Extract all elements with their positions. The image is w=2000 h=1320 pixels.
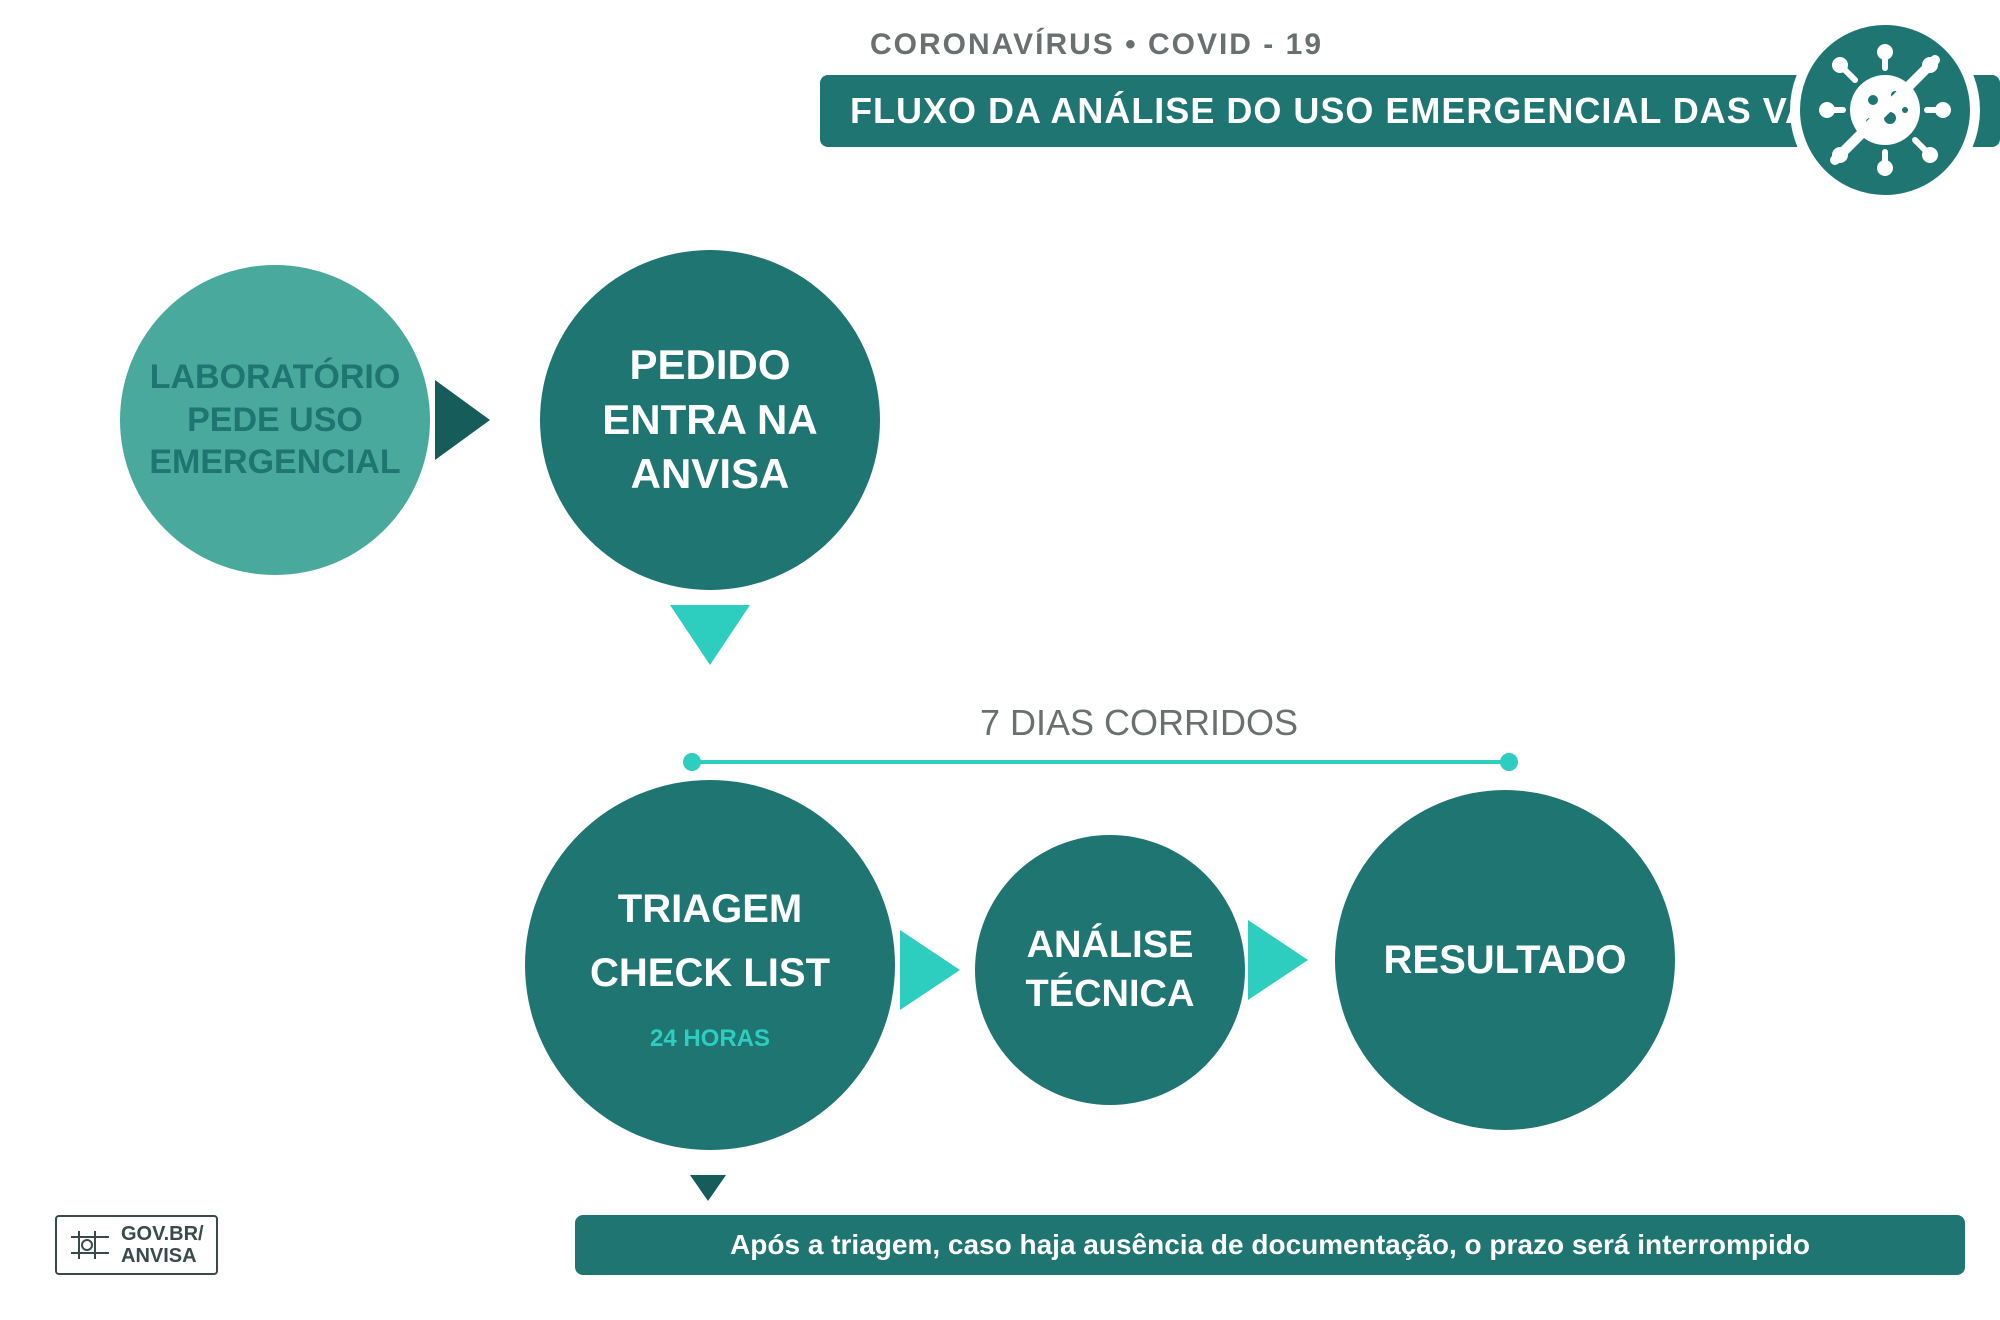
header-pretext: CORONAVÍRUS • COVID - 19 <box>870 28 1323 62</box>
node-resultado: RESULTADO <box>1335 790 1675 1130</box>
node-triagem: TRIAGEM CHECK LIST 24 HORAS <box>525 780 895 1150</box>
node3-line2: CHECK LIST <box>590 941 830 1005</box>
node-laboratorio: LABORATÓRIO PEDE USO EMERGENCIAL <box>120 265 430 575</box>
node2-line2: ENTRA NA <box>602 393 817 448</box>
node3-sub: 24 HORAS <box>650 1025 770 1053</box>
arrow-3 <box>900 930 960 1010</box>
node4-line1: ANÁLISE <box>1026 921 1195 970</box>
node3-line1: TRIAGEM <box>590 877 830 941</box>
node1-line3: EMERGENCIAL <box>149 441 400 484</box>
logo-glyph-icon <box>69 1223 113 1267</box>
timeline-label: 7 DIAS CORRIDOS <box>980 702 1298 744</box>
arrow-5 <box>690 1175 726 1201</box>
node2-line1: PEDIDO <box>602 338 817 393</box>
node2-line3: ANVISA <box>602 447 817 502</box>
header-title: FLUXO DA ANÁLISE DO USO EMERGENCIAL DAS … <box>850 90 1929 132</box>
timeline-dot-left <box>683 753 701 771</box>
node-pedido-anvisa: PEDIDO ENTRA NA ANVISA <box>540 250 880 590</box>
node1-line2: PEDE USO <box>149 399 400 442</box>
arrow-2 <box>670 605 750 665</box>
note-text: Após a triagem, caso haja ausência de do… <box>730 1229 1810 1261</box>
logo-anvisa: GOV.BR/ ANVISA <box>55 1215 218 1275</box>
virus-no-icon <box>1790 15 1980 205</box>
timeline-dot-right <box>1500 753 1518 771</box>
logo-line1: GOV.BR/ <box>121 1223 204 1245</box>
timeline-line <box>690 760 1508 764</box>
node1-line1: LABORATÓRIO <box>149 356 400 399</box>
node-analise-tecnica: ANÁLISE TÉCNICA <box>975 835 1245 1105</box>
arrow-4 <box>1248 920 1308 1000</box>
node4-line2: TÉCNICA <box>1026 970 1195 1019</box>
arrow-1 <box>435 380 490 460</box>
logo-line2: ANVISA <box>121 1245 204 1267</box>
node5-line1: RESULTADO <box>1384 938 1627 983</box>
note-box: Após a triagem, caso haja ausência de do… <box>575 1215 1965 1275</box>
